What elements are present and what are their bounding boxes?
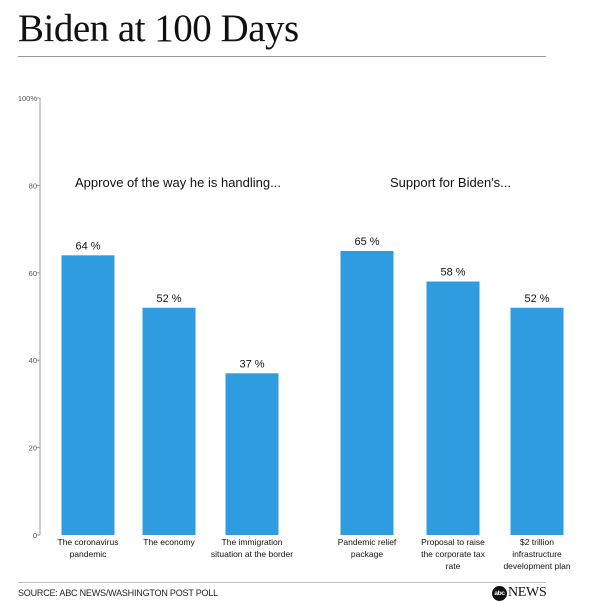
bar-chart: 0 20 40 60 80 100% Approve of the way he is ha… (18, 94, 571, 571)
bar-value-label: 37 % (239, 358, 264, 370)
bar (61, 255, 115, 535)
category-label: Pandemic relief (338, 537, 397, 547)
y-tick-label: 40 (29, 356, 37, 365)
chart-title: Biden at 100 Days (18, 7, 299, 50)
category-label: $2 trillion (520, 537, 554, 547)
news-logo-text: NEWS (508, 585, 547, 600)
category-label: The immigration (222, 537, 283, 547)
bar-value-label: 58 % (440, 267, 465, 279)
category-label: pandemic (70, 549, 108, 559)
abc-logo-mark: abc (492, 585, 507, 601)
y-tick-label: 60 (29, 269, 37, 278)
title-divider (18, 56, 546, 57)
y-tick-label: 80 (29, 181, 37, 190)
group-heading: Approve of the way he is handling... (75, 175, 281, 190)
y-tick-label: 20 (29, 444, 37, 453)
bar-value-label: 65 % (354, 236, 379, 248)
abc-news-logo: abc NEWS (492, 585, 547, 601)
category-label: Proposal to raise (421, 537, 485, 547)
group-heading: Support for Biden's... (390, 175, 511, 190)
category-label: situation at the border (211, 549, 293, 559)
category-label: The coronavirus (58, 537, 119, 547)
y-tick-label: 100% (18, 94, 38, 103)
bar (340, 250, 394, 535)
category-label: The economy (143, 537, 195, 547)
category-label: rate (446, 561, 461, 571)
category-label: package (351, 549, 383, 559)
bar (426, 281, 480, 535)
bar (510, 307, 564, 535)
bar (142, 307, 196, 535)
footer-divider (18, 582, 546, 583)
category-label: infrastructure (512, 549, 562, 559)
category-label: the corporate tax (421, 549, 486, 559)
bar (225, 373, 279, 535)
source-note: SOURCE: ABC NEWS/WASHINGTON POST POLL (18, 588, 218, 598)
y-tick-label: 0 (33, 531, 37, 540)
bar-value-label: 52 % (524, 293, 549, 305)
bar-value-label: 64 % (75, 240, 100, 252)
category-label: development plan (503, 561, 570, 571)
bar-value-label: 52 % (156, 293, 181, 305)
